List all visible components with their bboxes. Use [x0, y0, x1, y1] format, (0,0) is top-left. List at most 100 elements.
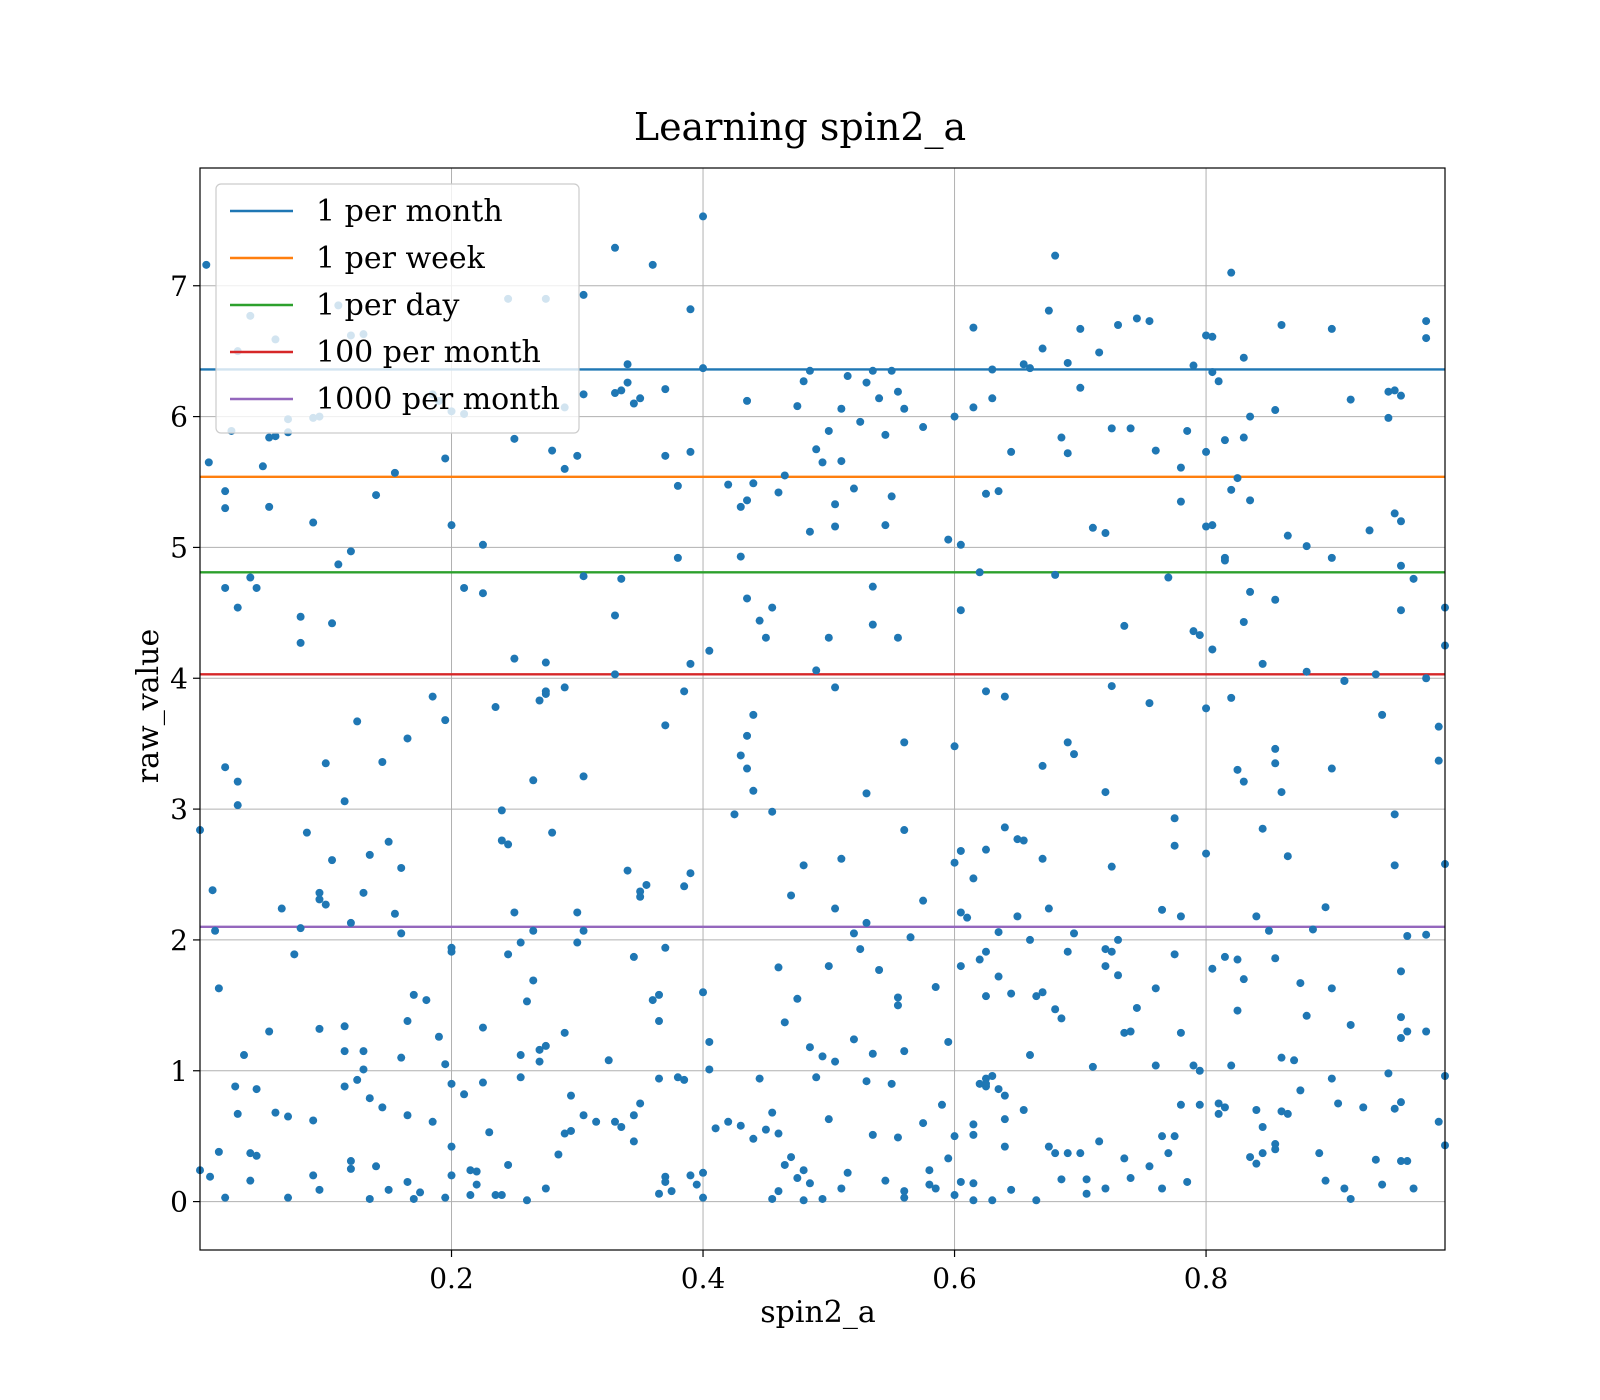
scatter-point	[956, 846, 965, 855]
scatter-point	[214, 984, 223, 993]
scatter-point	[1208, 645, 1217, 654]
scatter-point	[365, 1194, 374, 1203]
scatter-point	[1321, 1176, 1330, 1185]
scatter-point	[1296, 979, 1305, 988]
scatter-point	[403, 1177, 412, 1186]
scatter-point	[221, 763, 230, 772]
scatter-point	[893, 633, 902, 642]
scatter-point	[478, 589, 487, 598]
scatter-point	[372, 491, 381, 500]
scatter-point	[1063, 358, 1072, 367]
legend-label: 1 per day	[316, 288, 460, 323]
scatter-point	[981, 947, 990, 956]
scatter-point	[1277, 788, 1286, 797]
scatter-point	[1327, 764, 1336, 773]
scatter-point	[265, 502, 274, 511]
scatter-point	[805, 1043, 814, 1052]
scatter-point	[805, 366, 814, 375]
scatter-point	[862, 378, 871, 387]
scatter-point	[956, 908, 965, 917]
scatter-point	[1189, 627, 1198, 636]
legend: 1 per month 1 per week 1 per day 100 per mo…	[215, 183, 580, 434]
scatter-point	[730, 810, 739, 819]
scatter-point	[1063, 1149, 1072, 1158]
scatter-point	[1088, 1062, 1097, 1071]
scatter-point	[686, 659, 695, 668]
scatter-point	[334, 560, 343, 569]
y-tick-label: 2	[170, 924, 188, 957]
scatter-point	[881, 521, 890, 530]
scatter-point	[925, 1166, 934, 1175]
chart-title: Learning spin2_a	[634, 105, 966, 150]
scatter-point	[1176, 1100, 1185, 1109]
scatter-point	[1032, 1196, 1041, 1205]
scatter-point	[252, 1151, 261, 1160]
scatter-point	[491, 703, 500, 712]
scatter-point	[1302, 542, 1311, 551]
scatter-point	[441, 1060, 450, 1069]
scatter-point	[1057, 1014, 1066, 1023]
scatter-point	[799, 861, 808, 870]
scatter-point	[541, 687, 550, 696]
scatter-point	[573, 908, 582, 917]
scatter-point	[686, 447, 695, 456]
scatter-point	[617, 1123, 626, 1132]
scatter-point	[1120, 1154, 1129, 1163]
scatter-point	[1384, 387, 1393, 396]
scatter-point	[541, 658, 550, 667]
scatter-point	[403, 1017, 412, 1026]
scatter-point	[843, 1168, 852, 1177]
scatter-point	[1409, 574, 1418, 583]
scatter-point	[315, 1024, 324, 1033]
scatter-point	[887, 366, 896, 375]
scatter-point	[1176, 463, 1185, 472]
scatter-point	[824, 633, 833, 642]
scatter-point	[900, 738, 909, 747]
scatter-point	[516, 938, 525, 947]
scatter-point	[1327, 553, 1336, 562]
y-tick-label: 0	[170, 1186, 188, 1219]
scatter-point	[390, 909, 399, 918]
scatter-point	[346, 918, 355, 927]
scatter-point	[667, 1187, 676, 1196]
scatter-point	[623, 866, 632, 875]
scatter-point	[252, 583, 261, 592]
scatter-point	[529, 926, 538, 935]
scatter-point	[1114, 935, 1123, 944]
scatter-point	[988, 365, 997, 374]
scatter-point	[1327, 984, 1336, 993]
scatter-point	[799, 377, 808, 386]
scatter-point	[541, 1041, 550, 1050]
scatter-point	[541, 1184, 550, 1193]
scatter-point	[1038, 344, 1047, 353]
scatter-point	[956, 540, 965, 549]
scatter-point	[994, 972, 1003, 981]
scatter-point	[478, 540, 487, 549]
scatter-point	[1164, 573, 1173, 582]
scatter-point	[611, 243, 619, 252]
scatter-point	[686, 869, 695, 878]
scatter-point	[510, 908, 519, 917]
scatter-point	[768, 1194, 777, 1203]
scatter-point	[673, 481, 682, 490]
scatter-point	[1114, 971, 1123, 980]
scatter-point	[258, 462, 267, 471]
y-tick-label: 5	[170, 531, 188, 564]
scatter-point	[1082, 1189, 1091, 1198]
scatter-point	[1189, 361, 1198, 370]
scatter-point	[1132, 314, 1141, 323]
scatter-point	[353, 1075, 362, 1084]
scatter-point	[441, 1193, 450, 1202]
scatter-point	[1126, 424, 1135, 433]
scatter-point	[1107, 424, 1116, 433]
scatter-point	[1390, 1104, 1399, 1113]
scatter-point	[862, 789, 871, 798]
scatter-point	[969, 1130, 978, 1139]
scatter-point	[1070, 929, 1079, 938]
scatter-point	[1176, 1028, 1185, 1037]
scatter-point	[548, 446, 557, 455]
scatter-point	[1396, 1098, 1405, 1107]
scatter-point	[1271, 759, 1280, 768]
scatter-point	[397, 929, 406, 938]
scatter-point	[1239, 975, 1248, 984]
